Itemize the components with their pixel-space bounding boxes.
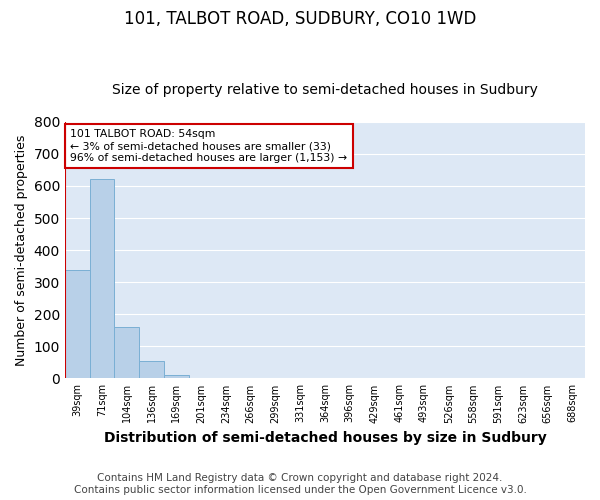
Bar: [115, 327, 139, 378]
Text: 101, TALBOT ROAD, SUDBURY, CO10 1WD: 101, TALBOT ROAD, SUDBURY, CO10 1WD: [124, 10, 476, 28]
Text: 101 TALBOT ROAD: 54sqm
← 3% of semi-detached houses are smaller (33)
96% of semi: 101 TALBOT ROAD: 54sqm ← 3% of semi-deta…: [70, 130, 347, 162]
Bar: [89, 178, 115, 378]
Bar: [65, 270, 89, 378]
Title: Size of property relative to semi-detached houses in Sudbury: Size of property relative to semi-detach…: [112, 83, 538, 97]
Bar: [164, 375, 188, 378]
Bar: [139, 361, 164, 378]
Text: Contains HM Land Registry data © Crown copyright and database right 2024.
Contai: Contains HM Land Registry data © Crown c…: [74, 474, 526, 495]
X-axis label: Distribution of semi-detached houses by size in Sudbury: Distribution of semi-detached houses by …: [104, 431, 546, 445]
Y-axis label: Number of semi-detached properties: Number of semi-detached properties: [15, 134, 28, 366]
